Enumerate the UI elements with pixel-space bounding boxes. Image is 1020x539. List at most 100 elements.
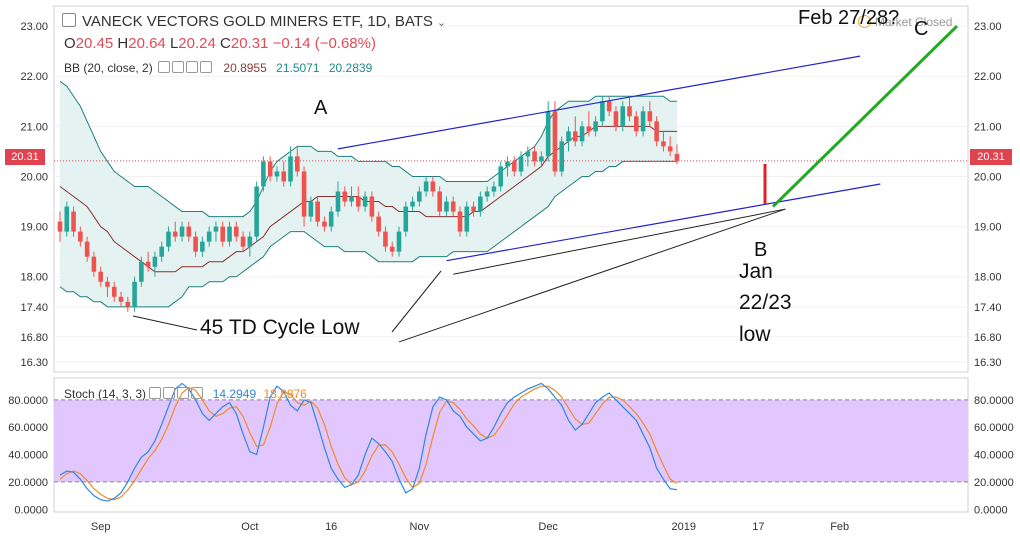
close-icon[interactable] bbox=[191, 387, 204, 399]
time-axis-label: 2019 bbox=[672, 521, 696, 533]
candle-body bbox=[356, 196, 361, 207]
bb-fill bbox=[60, 81, 677, 307]
candle-body bbox=[430, 181, 436, 192]
candle-body bbox=[233, 226, 239, 237]
stoch-axis-label-right: 0.0000 bbox=[974, 504, 1008, 516]
candle-body bbox=[457, 211, 463, 232]
candle-body bbox=[620, 106, 626, 127]
candle-body bbox=[532, 151, 537, 162]
candle-body bbox=[586, 126, 592, 132]
chevron-down-icon[interactable]: ⌄ bbox=[436, 17, 447, 29]
stoch-d-value: 18.8876 bbox=[263, 387, 307, 401]
eye-icon[interactable] bbox=[149, 387, 162, 399]
candle-body bbox=[525, 151, 531, 157]
price-axis-label-right: 21.00 bbox=[974, 121, 1002, 133]
candle-body bbox=[145, 261, 151, 267]
candle-body bbox=[328, 211, 334, 227]
price-axis-label-left: 17.40 bbox=[20, 302, 48, 314]
candle-body bbox=[301, 171, 307, 217]
candle-body bbox=[667, 146, 673, 152]
price-axis-label-left: 18.00 bbox=[20, 272, 48, 284]
stoch-axis-label-right: 20.0000 bbox=[974, 477, 1014, 489]
stoch-legend[interactable]: Stoch (14, 3, 3) 14.2949 18.8876 bbox=[64, 387, 307, 401]
candle-body bbox=[572, 131, 578, 142]
candle-body bbox=[335, 191, 341, 212]
bb-label[interactable]: BB (20, close, 2) bbox=[64, 61, 153, 75]
pointer-line bbox=[391, 270, 442, 333]
stoch-label[interactable]: Stoch (14, 3, 3) bbox=[64, 387, 147, 401]
candle-body bbox=[281, 171, 287, 182]
time-axis-label: Sep bbox=[91, 521, 111, 533]
candle-body bbox=[437, 191, 442, 212]
stoch-k-line bbox=[59, 382, 678, 502]
change-value: −0.14 (−0.68%) bbox=[272, 35, 376, 52]
plus-icon[interactable] bbox=[177, 387, 190, 399]
candle-body bbox=[111, 286, 117, 297]
candle-body bbox=[600, 101, 605, 122]
annotation-jan-line1: Jan bbox=[739, 260, 773, 283]
candle-body bbox=[125, 301, 131, 307]
price-axis-label-right: 17.40 bbox=[974, 302, 1002, 314]
plus-icon[interactable] bbox=[186, 61, 199, 73]
annotation-b: B bbox=[754, 239, 768, 261]
bb-lower-value: 20.2839 bbox=[328, 61, 373, 75]
candle-body bbox=[193, 236, 198, 252]
high-value: 20.64 bbox=[128, 35, 166, 52]
candle-body bbox=[423, 181, 429, 192]
candle-body bbox=[118, 296, 124, 302]
price-axis-label-left: 16.30 bbox=[20, 357, 48, 369]
candle-body bbox=[342, 191, 348, 202]
candle-body bbox=[139, 261, 144, 282]
settings-icon[interactable] bbox=[172, 61, 185, 73]
bollinger-legend[interactable]: BB (20, close, 2) 20.8955 21.5071 20.283… bbox=[64, 61, 372, 75]
candle-body bbox=[179, 226, 185, 237]
time-axis-label: Oct bbox=[241, 521, 258, 533]
candle-body bbox=[247, 236, 253, 247]
chart-title[interactable]: VANECK VECTORS GOLD MINERS ETF, 1D, BATS… bbox=[62, 13, 446, 30]
candle-body bbox=[545, 111, 551, 157]
candle-body bbox=[349, 196, 354, 202]
open-value: 20.45 bbox=[75, 35, 114, 52]
stoch-band bbox=[54, 399, 968, 482]
stoch-axis-label-left: 60.0000 bbox=[8, 422, 48, 434]
candle-body bbox=[98, 271, 103, 282]
candle-body bbox=[606, 101, 612, 112]
stoch-axis-label-left: 40.0000 bbox=[8, 450, 48, 462]
bb-basis-value: 20.8955 bbox=[223, 61, 267, 75]
candle-body bbox=[478, 196, 483, 212]
time-axis-label: Dec bbox=[538, 521, 558, 533]
candle-body bbox=[484, 191, 490, 197]
eye-icon[interactable] bbox=[158, 61, 171, 73]
candle-body bbox=[647, 111, 653, 122]
time-axis-label: Nov bbox=[410, 521, 430, 533]
close-value: 20.31 bbox=[230, 35, 269, 52]
settings-icon[interactable] bbox=[163, 387, 176, 399]
candle-body bbox=[627, 106, 632, 117]
candle-body bbox=[84, 241, 90, 257]
candle-body bbox=[227, 226, 232, 242]
price-axis-label-right: 16.30 bbox=[974, 357, 1002, 369]
close-icon[interactable] bbox=[200, 61, 213, 73]
price-axis-label-right: 23.00 bbox=[974, 21, 1002, 33]
stoch-axis-label-right: 40.0000 bbox=[974, 450, 1014, 462]
candle-body bbox=[220, 226, 226, 242]
candle-body bbox=[640, 111, 646, 132]
candle-body bbox=[511, 161, 517, 172]
candle-body bbox=[295, 156, 300, 172]
candle-body bbox=[369, 196, 375, 217]
candle-body bbox=[91, 256, 97, 272]
candle-body bbox=[661, 141, 666, 147]
candle-body bbox=[267, 161, 273, 177]
pointer-line bbox=[132, 315, 198, 331]
candle-body bbox=[308, 201, 314, 217]
candle-body bbox=[254, 186, 259, 237]
candle-body bbox=[288, 156, 293, 182]
candle-body bbox=[213, 226, 219, 232]
candle-body bbox=[206, 231, 212, 242]
candle-body bbox=[566, 131, 571, 142]
candle-body bbox=[559, 141, 565, 172]
close-label: C bbox=[220, 35, 231, 52]
candle-body bbox=[579, 126, 585, 142]
price-axis-label-left: 22.00 bbox=[20, 71, 48, 83]
